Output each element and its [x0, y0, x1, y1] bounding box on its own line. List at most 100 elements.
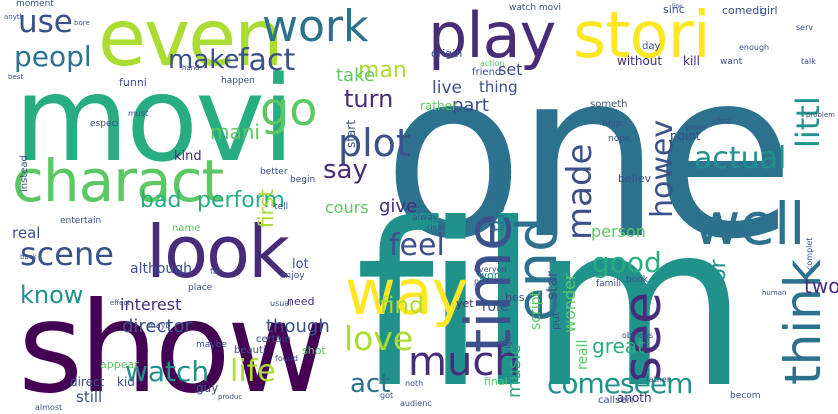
word: star — [543, 270, 561, 300]
word: music — [504, 344, 525, 398]
word: help — [602, 119, 622, 129]
word: real — [12, 224, 41, 242]
word: need — [287, 295, 315, 308]
word: without — [617, 54, 663, 68]
word: believ — [618, 172, 652, 185]
word: fan — [210, 267, 223, 276]
word: want — [720, 57, 743, 67]
word: day — [642, 41, 661, 52]
word: better — [260, 167, 288, 177]
word: human — [762, 289, 787, 297]
word: actor — [706, 259, 731, 316]
word: effect — [110, 299, 131, 307]
word: lot — [292, 257, 309, 272]
word: sinc — [663, 3, 685, 16]
word: enjoy — [280, 271, 305, 281]
word: name — [172, 223, 201, 234]
word: play — [428, 0, 556, 72]
word: know — [20, 281, 84, 309]
word: begin — [290, 175, 316, 185]
word: mani — [210, 120, 260, 144]
word: put — [549, 311, 562, 330]
word: show — [18, 276, 329, 414]
word: still — [76, 388, 103, 406]
word: director — [122, 316, 192, 337]
word: becom — [730, 391, 761, 401]
word: plot — [338, 121, 411, 165]
word: comeseem — [547, 367, 693, 400]
word: way — [345, 256, 468, 329]
word: kind — [174, 149, 202, 164]
word: say — [323, 155, 368, 185]
word: place — [188, 283, 213, 293]
word: best — [8, 73, 24, 81]
word: reall — [575, 339, 591, 370]
word: take — [336, 65, 375, 86]
word: book — [626, 275, 648, 285]
word: friend — [472, 67, 502, 78]
word: usual — [270, 299, 292, 308]
word: maybe — [196, 340, 227, 350]
word: someth — [590, 99, 628, 110]
word: give — [379, 196, 418, 217]
word: line — [672, 3, 683, 10]
word: use — [18, 4, 73, 40]
word: tell — [274, 202, 289, 212]
word: audienc — [400, 399, 432, 408]
word: watch movi — [509, 3, 562, 13]
word: kid — [117, 375, 135, 389]
word: set — [498, 60, 523, 79]
word: actual — [694, 141, 787, 176]
word: thought — [488, 161, 509, 232]
word: final — [484, 375, 508, 388]
word: serv — [796, 23, 814, 32]
word: world — [478, 269, 509, 282]
word: nope — [608, 134, 631, 144]
word: great — [592, 334, 645, 358]
word: much — [408, 339, 520, 385]
word: clear — [426, 223, 446, 232]
word: complet — [805, 237, 814, 270]
word: instead — [19, 155, 30, 192]
word: alway — [412, 213, 439, 223]
word: probabl — [474, 277, 505, 286]
word: live — [432, 78, 462, 98]
word: stori — [573, 0, 711, 73]
word: famili — [596, 279, 621, 289]
word: look — [146, 210, 290, 294]
word: film — [355, 176, 748, 414]
word: direct — [70, 375, 105, 389]
word: anoth — [617, 391, 652, 405]
word: hand — [182, 64, 200, 72]
word: well — [693, 190, 805, 258]
word: thing — [479, 78, 518, 96]
word: shot — [302, 344, 326, 357]
word: act — [350, 369, 391, 399]
word: feel — [389, 228, 445, 263]
word: love — [344, 319, 414, 358]
word: interest — [120, 295, 182, 314]
word: idea — [712, 117, 732, 127]
word: callseri — [598, 395, 634, 406]
word: back — [20, 253, 37, 261]
word: almost — [35, 403, 63, 412]
word: must — [128, 109, 149, 118]
word: origin — [431, 47, 463, 60]
word: one — [383, 23, 795, 290]
word: yet — [456, 297, 474, 310]
word: script — [528, 290, 544, 330]
word: part — [452, 95, 489, 116]
word: rather — [420, 99, 457, 113]
word: action — [480, 59, 505, 68]
word: find — [380, 293, 424, 319]
word: done — [686, 123, 706, 132]
word: enough — [739, 43, 770, 52]
word: entertain — [60, 216, 102, 226]
word: fact — [238, 43, 296, 78]
word: good — [592, 246, 662, 279]
word: work — [262, 1, 369, 52]
word: guy — [196, 381, 219, 395]
word: anyth — [4, 13, 25, 21]
word: right — [504, 333, 513, 352]
